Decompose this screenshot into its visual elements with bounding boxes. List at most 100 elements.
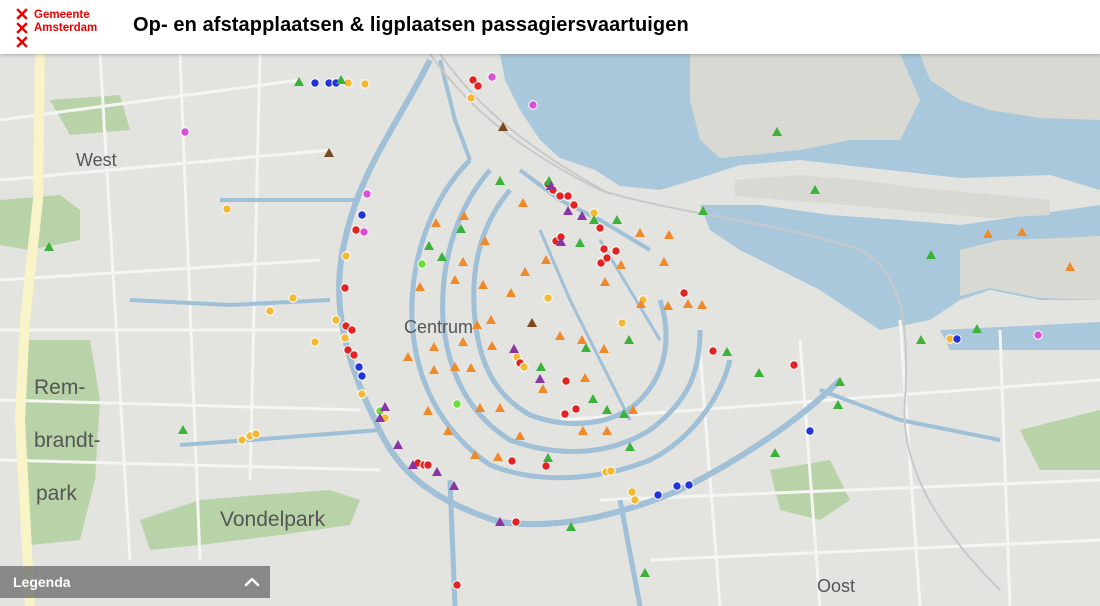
circle-marker-icon[interactable]: [952, 334, 962, 344]
triangle-marker-icon[interactable]: [375, 413, 385, 422]
circle-marker-icon[interactable]: [708, 346, 718, 356]
circle-marker-icon[interactable]: [543, 293, 553, 303]
triangle-marker-icon[interactable]: [443, 426, 453, 435]
triangle-marker-icon[interactable]: [916, 335, 926, 344]
circle-marker-icon[interactable]: [452, 580, 462, 590]
triangle-marker-icon[interactable]: [449, 481, 459, 490]
triangle-marker-icon[interactable]: [450, 362, 460, 371]
circle-marker-icon[interactable]: [555, 191, 565, 201]
circle-marker-icon[interactable]: [473, 81, 483, 91]
triangle-marker-icon[interactable]: [456, 224, 466, 233]
triangle-marker-icon[interactable]: [527, 318, 537, 327]
triangle-marker-icon[interactable]: [664, 230, 674, 239]
circle-marker-icon[interactable]: [653, 490, 663, 500]
map[interactable]: West Centrum Rem- brandt- park Vondelpar…: [0, 54, 1100, 606]
circle-marker-icon[interactable]: [561, 376, 571, 386]
circle-marker-icon[interactable]: [222, 204, 232, 214]
circle-marker-icon[interactable]: [349, 350, 359, 360]
triangle-marker-icon[interactable]: [466, 363, 476, 372]
triangle-marker-icon[interactable]: [495, 517, 505, 526]
triangle-marker-icon[interactable]: [458, 337, 468, 346]
circle-marker-icon[interactable]: [563, 191, 573, 201]
triangle-marker-icon[interactable]: [635, 228, 645, 237]
triangle-marker-icon[interactable]: [663, 301, 673, 310]
triangle-marker-icon[interactable]: [588, 394, 598, 403]
triangle-marker-icon[interactable]: [415, 282, 425, 291]
chevron-up-icon[interactable]: [242, 572, 262, 592]
circle-marker-icon[interactable]: [452, 399, 462, 409]
triangle-marker-icon[interactable]: [577, 335, 587, 344]
gemeente-logo[interactable]: Gemeente Amsterdam: [14, 8, 114, 50]
triangle-marker-icon[interactable]: [178, 425, 188, 434]
circle-marker-icon[interactable]: [180, 127, 190, 137]
triangle-marker-icon[interactable]: [535, 374, 545, 383]
circle-marker-icon[interactable]: [571, 404, 581, 414]
triangle-marker-icon[interactable]: [478, 280, 488, 289]
circle-marker-icon[interactable]: [672, 481, 682, 491]
circle-marker-icon[interactable]: [466, 93, 476, 103]
triangle-marker-icon[interactable]: [495, 403, 505, 412]
circle-marker-icon[interactable]: [684, 480, 694, 490]
circle-marker-icon[interactable]: [340, 333, 350, 343]
triangle-marker-icon[interactable]: [580, 373, 590, 382]
legend-bar[interactable]: Legenda: [0, 566, 270, 598]
triangle-marker-icon[interactable]: [983, 229, 993, 238]
triangle-marker-icon[interactable]: [600, 277, 610, 286]
triangle-marker-icon[interactable]: [470, 450, 480, 459]
circle-marker-icon[interactable]: [357, 210, 367, 220]
circle-marker-icon[interactable]: [789, 360, 799, 370]
triangle-marker-icon[interactable]: [480, 236, 490, 245]
triangle-marker-icon[interactable]: [616, 260, 626, 269]
triangle-marker-icon[interactable]: [602, 426, 612, 435]
circle-marker-icon[interactable]: [310, 78, 320, 88]
circle-marker-icon[interactable]: [265, 306, 275, 316]
triangle-marker-icon[interactable]: [459, 211, 469, 220]
circle-marker-icon[interactable]: [679, 288, 689, 298]
triangle-marker-icon[interactable]: [556, 237, 566, 246]
circle-marker-icon[interactable]: [519, 362, 529, 372]
circle-marker-icon[interactable]: [627, 487, 637, 497]
circle-marker-icon[interactable]: [340, 283, 350, 293]
triangle-marker-icon[interactable]: [538, 384, 548, 393]
triangle-marker-icon[interactable]: [810, 185, 820, 194]
triangle-marker-icon[interactable]: [380, 402, 390, 411]
triangle-marker-icon[interactable]: [754, 368, 764, 377]
triangle-marker-icon[interactable]: [697, 300, 707, 309]
circle-marker-icon[interactable]: [341, 251, 351, 261]
triangle-marker-icon[interactable]: [487, 341, 497, 350]
triangle-marker-icon[interactable]: [566, 522, 576, 531]
circle-marker-icon[interactable]: [288, 293, 298, 303]
triangle-marker-icon[interactable]: [423, 406, 433, 415]
triangle-marker-icon[interactable]: [324, 148, 334, 157]
triangle-marker-icon[interactable]: [578, 426, 588, 435]
triangle-marker-icon[interactable]: [403, 352, 413, 361]
circle-marker-icon[interactable]: [360, 79, 370, 89]
triangle-marker-icon[interactable]: [437, 252, 447, 261]
circle-marker-icon[interactable]: [507, 456, 517, 466]
circle-marker-icon[interactable]: [251, 429, 261, 439]
triangle-marker-icon[interactable]: [835, 377, 845, 386]
triangle-marker-icon[interactable]: [424, 241, 434, 250]
triangle-marker-icon[interactable]: [581, 343, 591, 352]
triangle-marker-icon[interactable]: [625, 442, 635, 451]
triangle-marker-icon[interactable]: [493, 452, 503, 461]
triangle-marker-icon[interactable]: [429, 342, 439, 351]
triangle-marker-icon[interactable]: [926, 250, 936, 259]
circle-marker-icon[interactable]: [359, 227, 369, 237]
triangle-marker-icon[interactable]: [432, 467, 442, 476]
triangle-marker-icon[interactable]: [431, 218, 441, 227]
triangle-marker-icon[interactable]: [541, 255, 551, 264]
triangle-marker-icon[interactable]: [589, 215, 599, 224]
circle-marker-icon[interactable]: [354, 362, 364, 372]
triangle-marker-icon[interactable]: [518, 198, 528, 207]
triangle-marker-icon[interactable]: [659, 257, 669, 266]
circle-marker-icon[interactable]: [599, 244, 609, 254]
triangle-marker-icon[interactable]: [636, 299, 646, 308]
circle-marker-icon[interactable]: [511, 517, 521, 527]
triangle-marker-icon[interactable]: [612, 215, 622, 224]
triangle-marker-icon[interactable]: [599, 344, 609, 353]
triangle-marker-icon[interactable]: [498, 122, 508, 131]
triangle-marker-icon[interactable]: [972, 324, 982, 333]
triangle-marker-icon[interactable]: [602, 405, 612, 414]
triangle-marker-icon[interactable]: [640, 568, 650, 577]
